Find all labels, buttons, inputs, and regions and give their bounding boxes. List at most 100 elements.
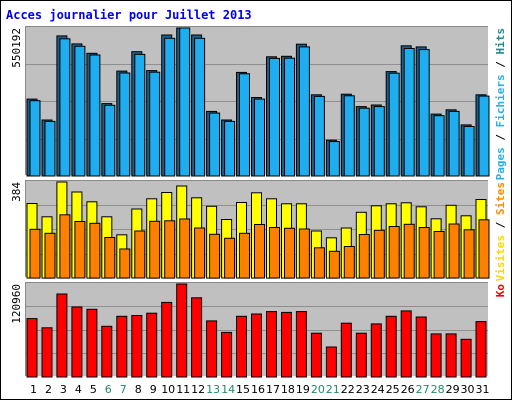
bar-sites-day-10 [164, 220, 176, 279]
x-tick-label: 11 [176, 383, 190, 396]
bar-fichiers-day-4 [74, 45, 86, 177]
bar-ko-day-12 [191, 297, 203, 378]
legend-entry: Pages [494, 147, 507, 180]
x-tick-label: 2 [45, 383, 52, 396]
bar-ko-day-20 [310, 332, 322, 378]
bar-sites-day-14 [224, 237, 236, 279]
legend-entry: Ko [494, 284, 507, 298]
legend-entry: / [494, 55, 507, 75]
x-tick-label: 3 [60, 383, 67, 396]
x-tick-label: 24 [371, 383, 385, 396]
bar-fichiers-day-2 [44, 120, 56, 177]
x-tick-label: 22 [341, 383, 355, 396]
bar-ko-day-28 [430, 333, 442, 378]
bar-fichiers-day-9 [149, 71, 161, 177]
x-tick-label: 12 [191, 383, 205, 396]
bar-fichiers-day-13 [209, 112, 221, 177]
x-tick-label: 19 [296, 383, 310, 396]
bar-fichiers-day-30 [463, 126, 475, 177]
x-tick-label: 17 [266, 383, 280, 396]
bar-ko-day-11 [176, 283, 188, 378]
bar-sites-day-17 [269, 227, 280, 279]
bar-sites-day-24 [373, 229, 385, 279]
bar-fichiers-day-26 [403, 48, 415, 177]
legend-entry: / [494, 215, 507, 235]
bar-fichiers-day-25 [388, 72, 400, 177]
bar-sites-day-3 [59, 214, 71, 279]
bar-fichiers-day-29 [448, 110, 460, 177]
bar-sites-day-22 [343, 246, 355, 279]
bar-sites-day-18 [284, 227, 295, 279]
bar-sites-day-23 [358, 234, 370, 279]
bar-ko-day-25 [385, 315, 397, 378]
bar-ko-day-9 [146, 312, 158, 378]
bar-ko-day-7 [116, 315, 128, 378]
bar-ko-day-2 [41, 327, 53, 378]
bar-sites-day-19 [298, 228, 310, 279]
bar-ko-day-23 [355, 332, 367, 378]
bar-fichiers-day-27 [418, 49, 430, 177]
bar-fichiers-day-7 [119, 72, 131, 177]
bar-fichiers-day-6 [104, 104, 116, 177]
x-tick-label: 21 [326, 383, 340, 396]
bar-fichiers-day-18 [284, 57, 295, 177]
bar-ko-day-6 [101, 325, 113, 378]
bar-ko-day-30 [460, 338, 472, 378]
bar-ko-day-15 [236, 315, 247, 378]
bar-ko-day-5 [86, 308, 98, 378]
bar-fichiers-day-15 [239, 73, 250, 177]
y-max-label: 384 [10, 182, 23, 202]
bar-fichiers-day-10 [164, 37, 176, 177]
x-tick-label: 5 [90, 383, 97, 396]
bar-sites-day-30 [463, 229, 475, 279]
bar-sites-day-9 [149, 220, 161, 279]
bar-ko-day-8 [131, 315, 143, 378]
bar-fichiers-day-14 [224, 120, 236, 177]
bar-sites-day-20 [313, 247, 325, 279]
bar-fichiers-day-8 [134, 53, 146, 177]
legend-entry: Fichiers [494, 74, 507, 127]
bar-ko-day-4 [71, 306, 83, 378]
bar-sites-day-25 [388, 226, 400, 279]
bar-ko-day-1 [26, 318, 38, 378]
bar-sites-day-7 [119, 248, 131, 279]
x-tick-label: 31 [476, 383, 490, 396]
x-tick-label: 16 [251, 383, 265, 396]
bar-ko-day-14 [221, 331, 233, 378]
bar-fichiers-day-16 [254, 98, 265, 177]
bar-ko-day-29 [445, 333, 457, 378]
chart-title: Acces journalier pour Juillet 2013 [6, 8, 252, 22]
legend-entry: Sites [494, 182, 507, 215]
legend-entry: / [494, 127, 507, 147]
x-tick-label: 4 [75, 383, 82, 396]
bar-ko-day-19 [295, 311, 307, 378]
x-tick-label: 28 [431, 383, 445, 396]
x-tick-label: 30 [461, 383, 475, 396]
bar-sites-day-26 [403, 223, 415, 279]
bar-ko-day-13 [206, 320, 218, 378]
x-tick-label: 15 [236, 383, 250, 396]
bar-fichiers-day-23 [358, 107, 370, 177]
legend: Visites / Sites [494, 182, 507, 281]
bar-fichiers-day-24 [373, 106, 385, 177]
bar-sites-day-12 [194, 227, 206, 279]
bar-sites-day-28 [433, 231, 445, 279]
bar-ko-day-26 [400, 310, 412, 378]
bar-sites-day-11 [179, 218, 191, 279]
chart-panels: 550192 Pages / Fichiers / Hits 384 Visites … [10, 26, 507, 378]
legend-entry: Visites [494, 235, 507, 281]
x-tick-label: 29 [446, 383, 460, 396]
x-tick-label: 14 [221, 383, 235, 396]
x-tick-label: 8 [135, 383, 142, 396]
panel-pages-hits: 550192 Pages / Fichiers / Hits [10, 26, 507, 180]
bar-sites-day-1 [29, 228, 41, 279]
bar-fichiers-day-28 [433, 115, 445, 177]
bar-ko-day-22 [340, 322, 352, 378]
legend: Ko [494, 284, 507, 298]
panel-visits-sites: 384 Visites / Sites [10, 180, 507, 281]
bar-sites-day-5 [89, 222, 101, 279]
bar-fichiers-day-19 [298, 46, 310, 177]
bar-ko-day-18 [281, 311, 292, 378]
x-tick-label: 20 [311, 383, 325, 396]
